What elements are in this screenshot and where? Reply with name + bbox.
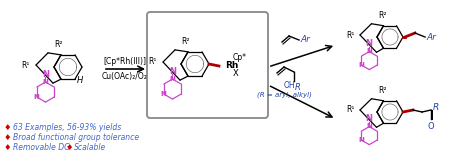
Text: N: N (33, 94, 39, 100)
Text: Removable DG: Removable DG (13, 143, 70, 152)
Text: R: R (295, 83, 301, 92)
Text: Cu(OAc)₂/O₂: Cu(OAc)₂/O₂ (102, 71, 148, 81)
Text: N: N (366, 114, 373, 123)
Text: N: N (170, 76, 175, 82)
Text: N: N (169, 67, 176, 76)
Text: N: N (358, 137, 364, 143)
Text: Scalable: Scalable (74, 143, 106, 152)
Text: N: N (366, 123, 372, 129)
Text: OH: OH (283, 81, 295, 90)
Text: (R = aryl, alkyl): (R = aryl, alkyl) (256, 92, 311, 98)
Text: ♦: ♦ (66, 143, 73, 152)
Text: ♦: ♦ (4, 133, 11, 143)
Text: R¹: R¹ (149, 57, 157, 67)
Text: R²: R² (182, 37, 190, 46)
Text: R: R (433, 103, 439, 111)
Text: [Cp*Rh(III)]: [Cp*Rh(III)] (103, 57, 146, 65)
Text: ♦: ♦ (4, 122, 11, 132)
FancyBboxPatch shape (147, 12, 268, 118)
Text: R¹: R¹ (346, 106, 355, 114)
Text: Ar: Ar (300, 35, 310, 44)
Text: N: N (366, 39, 373, 48)
Text: R¹: R¹ (22, 60, 30, 70)
Text: H: H (77, 76, 83, 85)
Text: Cp*: Cp* (233, 52, 247, 62)
Text: N: N (43, 78, 48, 85)
Text: Broad functional group tolerance: Broad functional group tolerance (13, 133, 139, 143)
Text: ♦: ♦ (4, 143, 11, 152)
Text: Ar: Ar (426, 32, 436, 41)
Text: N: N (358, 62, 364, 68)
Text: R²: R² (55, 40, 63, 49)
Text: 63 Examples, 56-93% yields: 63 Examples, 56-93% yields (13, 122, 121, 132)
Text: R²: R² (378, 11, 387, 20)
Text: X: X (233, 70, 239, 78)
Text: R¹: R¹ (346, 30, 355, 40)
Text: O: O (428, 122, 434, 131)
Text: N: N (42, 70, 49, 78)
Text: R²: R² (378, 86, 387, 95)
Text: Rh: Rh (225, 62, 238, 70)
Text: N: N (160, 91, 166, 97)
Text: N: N (366, 48, 372, 54)
